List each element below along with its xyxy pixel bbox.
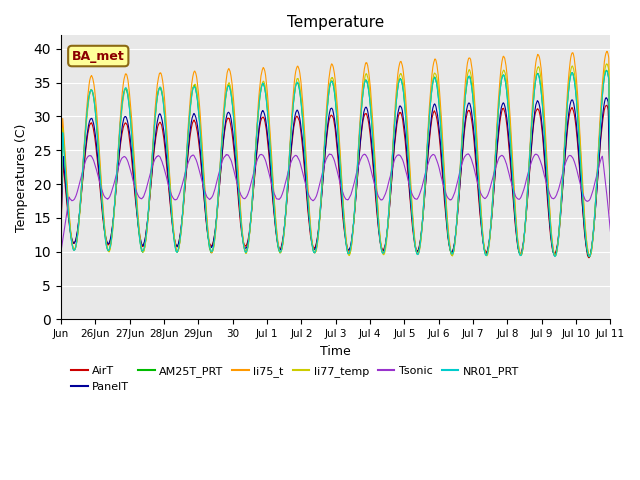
PanelT xyxy=(585,254,593,260)
Line: li75_t: li75_t xyxy=(61,51,611,257)
X-axis label: Time: Time xyxy=(320,345,351,358)
li77_temp xyxy=(586,253,593,259)
Title: Temperature: Temperature xyxy=(287,15,384,30)
Tsonic xyxy=(57,250,65,255)
Line: PanelT: PanelT xyxy=(61,98,611,257)
li77_temp xyxy=(268,159,275,165)
AirT xyxy=(596,148,604,154)
AirT xyxy=(152,132,160,138)
PanelT xyxy=(152,126,160,132)
li77_temp xyxy=(603,61,611,67)
Line: AM25T_PRT: AM25T_PRT xyxy=(61,71,611,257)
PanelT xyxy=(596,145,604,151)
li77_temp xyxy=(536,72,544,78)
Line: AirT: AirT xyxy=(61,105,611,258)
li75_t xyxy=(152,93,160,99)
Tsonic xyxy=(120,154,127,160)
Line: Tsonic: Tsonic xyxy=(61,154,611,252)
li75_t xyxy=(120,79,127,84)
NR01_PRT xyxy=(603,68,611,73)
Tsonic xyxy=(268,181,275,187)
NR01_PRT xyxy=(152,103,160,109)
li77_temp xyxy=(152,105,160,111)
li75_t xyxy=(57,209,65,215)
PanelT xyxy=(292,111,300,117)
Tsonic xyxy=(537,159,545,165)
NR01_PRT xyxy=(57,217,65,223)
NR01_PRT xyxy=(120,91,127,97)
NR01_PRT xyxy=(292,84,300,89)
Legend: AirT, PanelT, AM25T_PRT, li75_t, li77_temp, Tsonic, NR01_PRT: AirT, PanelT, AM25T_PRT, li75_t, li77_te… xyxy=(67,362,524,396)
li75_t xyxy=(596,120,604,125)
NR01_PRT xyxy=(536,83,544,88)
AirT xyxy=(292,116,300,122)
PanelT xyxy=(602,95,610,101)
AirT xyxy=(120,124,127,130)
AM25T_PRT xyxy=(586,254,593,260)
li75_t xyxy=(603,48,611,54)
Tsonic xyxy=(465,151,472,156)
AM25T_PRT xyxy=(596,128,604,133)
NR01_PRT xyxy=(607,188,614,193)
li77_temp xyxy=(607,182,614,188)
AirT xyxy=(603,102,611,108)
li77_temp xyxy=(120,93,127,99)
AM25T_PRT xyxy=(292,84,300,90)
PanelT xyxy=(607,207,614,213)
Y-axis label: Temperatures (C): Temperatures (C) xyxy=(15,123,28,231)
NR01_PRT xyxy=(596,128,604,133)
NR01_PRT xyxy=(268,167,275,172)
Tsonic xyxy=(607,228,614,234)
li75_t xyxy=(536,60,544,66)
li75_t xyxy=(586,254,593,260)
AM25T_PRT xyxy=(607,188,614,193)
AM25T_PRT xyxy=(120,91,127,97)
AirT xyxy=(268,184,275,190)
PanelT xyxy=(57,226,65,231)
li77_temp xyxy=(596,129,604,135)
AM25T_PRT xyxy=(268,168,275,173)
Tsonic xyxy=(292,153,300,158)
PanelT xyxy=(268,179,275,185)
li75_t xyxy=(607,176,614,182)
PanelT xyxy=(120,117,127,122)
li75_t xyxy=(292,70,300,76)
li77_temp xyxy=(57,216,65,221)
NR01_PRT xyxy=(586,253,593,259)
li75_t xyxy=(268,154,275,159)
AM25T_PRT xyxy=(536,82,544,87)
AirT xyxy=(607,211,614,216)
Line: NR01_PRT: NR01_PRT xyxy=(61,71,611,256)
Text: BA_met: BA_met xyxy=(72,49,125,62)
AirT xyxy=(585,255,593,261)
AM25T_PRT xyxy=(152,103,160,108)
AM25T_PRT xyxy=(57,217,65,223)
AirT xyxy=(57,228,65,234)
li77_temp xyxy=(292,84,300,90)
Line: li77_temp: li77_temp xyxy=(61,64,611,256)
AirT xyxy=(536,115,544,120)
PanelT xyxy=(536,108,544,114)
Tsonic xyxy=(596,160,604,166)
AM25T_PRT xyxy=(603,68,611,73)
Tsonic xyxy=(152,155,160,160)
